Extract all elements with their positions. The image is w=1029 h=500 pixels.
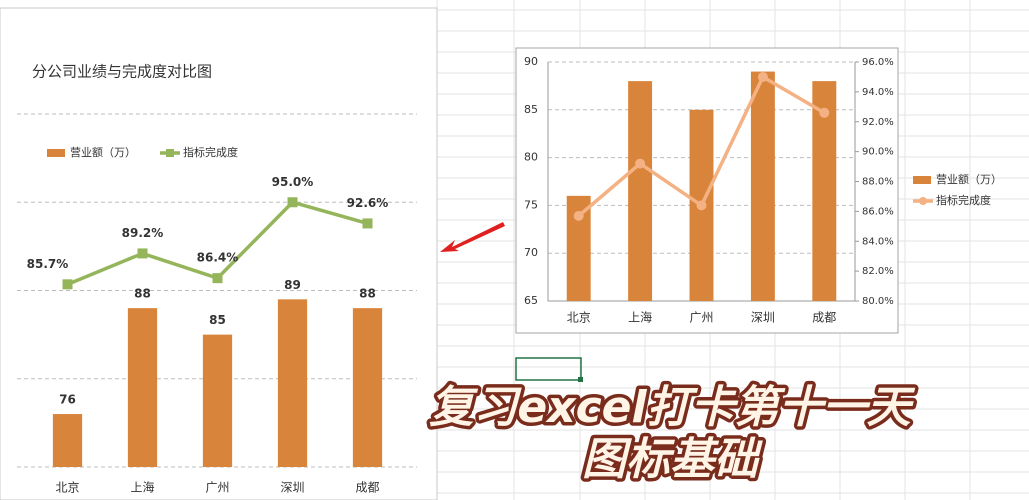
line-marker [362, 218, 373, 229]
y2-tick-label: 86.0% [862, 206, 894, 217]
bar [202, 334, 233, 467]
caption-line1: 复习excel打卡第十一天 [429, 382, 915, 433]
y-tick-label: 75 [524, 198, 538, 211]
line-marker [819, 107, 830, 118]
y2-tick-label: 94.0% [862, 87, 894, 98]
caption-line2: 图标基础 [582, 434, 763, 485]
bar [566, 195, 591, 301]
line-label: 92.6% [347, 196, 389, 210]
bar-label: 89 [284, 278, 301, 292]
bar-label: 85 [209, 313, 226, 327]
y2-tick-label: 82.0% [862, 266, 894, 277]
legend-label: 营业额（万） [936, 172, 1002, 186]
x-tick-label: 北京 [567, 311, 591, 325]
bar-label: 88 [359, 287, 376, 301]
y2-tick-label: 92.0% [862, 117, 894, 128]
y-tick-label: 90 [524, 55, 538, 68]
bar-label: 88 [134, 287, 151, 301]
x-tick-label: 成都 [355, 481, 379, 495]
legend-marker [166, 149, 174, 157]
legend-label: 指标完成度 [936, 193, 991, 207]
line-marker [212, 273, 223, 284]
arrow [440, 222, 505, 252]
legend-label: 指标完成度 [183, 145, 238, 159]
x-tick-label: 上海 [130, 480, 154, 495]
y-tick-label: 85 [524, 103, 538, 116]
bar [628, 81, 653, 302]
x-tick-label: 广州 [205, 481, 229, 495]
line-marker [696, 200, 707, 211]
selected-cell[interactable] [515, 357, 582, 381]
bar [812, 81, 837, 302]
line-label: 89.2% [122, 226, 164, 240]
x-tick-label: 深圳 [280, 481, 304, 495]
x-tick-label: 北京 [55, 481, 79, 495]
line-marker [287, 197, 298, 208]
fill-handle[interactable] [578, 377, 583, 382]
x-tick-label: 上海 [628, 310, 652, 325]
line-marker [62, 279, 73, 290]
bar [352, 308, 383, 467]
line-label: 85.7% [27, 257, 69, 271]
bar [750, 71, 775, 301]
y2-tick-label: 88.0% [862, 177, 894, 188]
line-marker [635, 158, 646, 169]
bar [277, 299, 308, 467]
y-tick-label: 80 [524, 151, 538, 164]
x-tick-label: 深圳 [751, 311, 775, 325]
legend-label: 营业额（万） [70, 145, 136, 159]
x-tick-label: 广州 [689, 311, 713, 325]
line-marker [757, 71, 768, 82]
legend-marker [919, 197, 927, 205]
chart-title: 分公司业绩与完成度对比图 [32, 63, 212, 81]
bar-label: 76 [59, 393, 76, 407]
y2-tick-label: 90.0% [862, 147, 894, 158]
y2-tick-label: 80.0% [862, 296, 894, 307]
bar [127, 308, 158, 467]
bar [52, 414, 83, 467]
legend-swatch [47, 149, 65, 157]
line-marker [573, 210, 584, 221]
line-label: 95.0% [272, 175, 314, 189]
y2-tick-label: 84.0% [862, 236, 894, 247]
x-tick-label: 成都 [812, 311, 836, 325]
line-label: 86.4% [197, 251, 239, 265]
line-marker [137, 248, 148, 259]
y-tick-label: 65 [524, 294, 538, 307]
legend-swatch [913, 176, 931, 184]
y-tick-label: 70 [524, 246, 538, 259]
y2-tick-label: 96.0% [862, 57, 894, 68]
